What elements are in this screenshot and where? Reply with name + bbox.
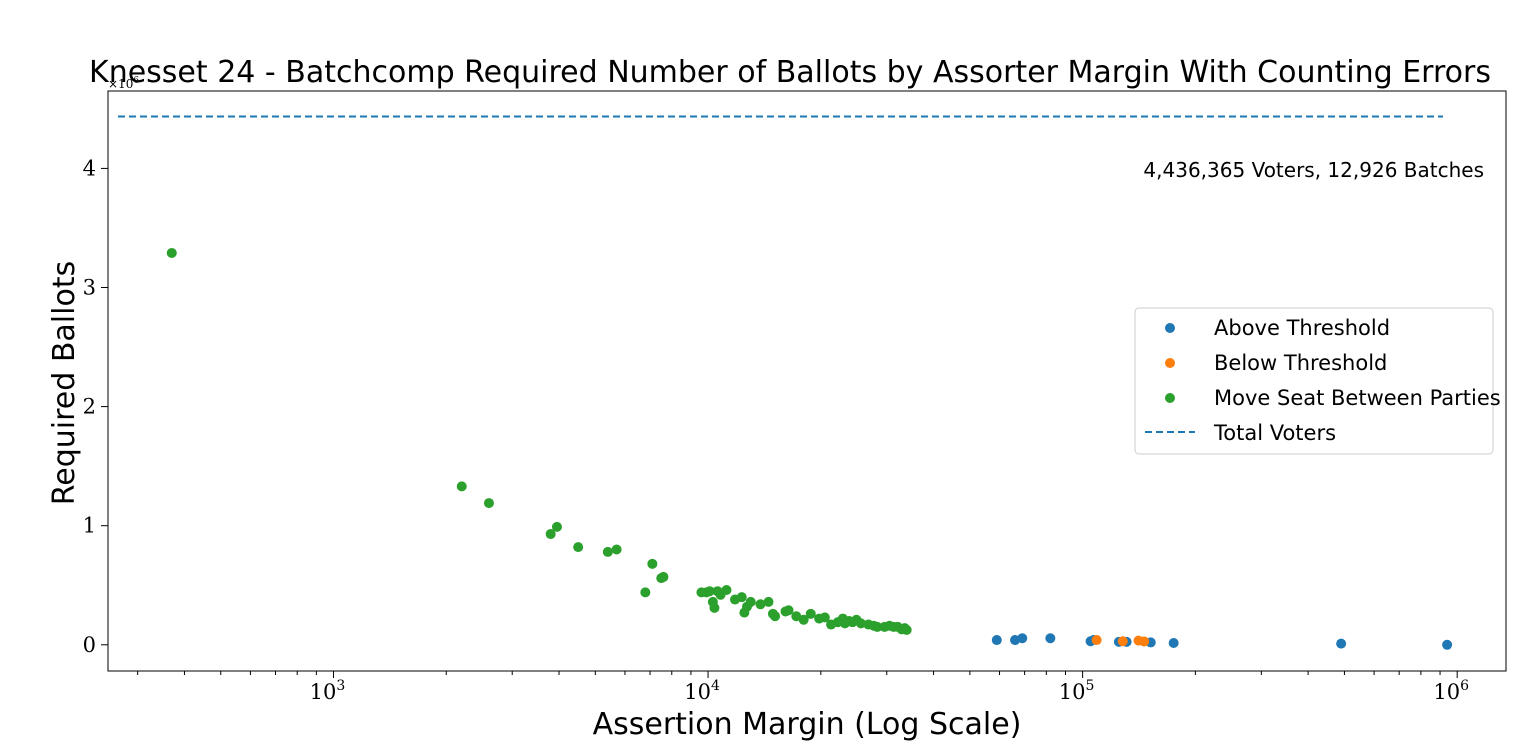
point-move-seat-between-parties bbox=[721, 585, 732, 596]
y-tick-label: 4 bbox=[83, 156, 96, 180]
legend-marker-above-threshold bbox=[1165, 323, 1175, 333]
legend: Above Threshold Below Threshold Move Sea… bbox=[1134, 307, 1501, 455]
point-move-seat-between-parties bbox=[658, 571, 669, 582]
y-axis-ticks: 0 1 2 3 4 bbox=[83, 156, 108, 657]
point-move-seat-between-parties bbox=[805, 608, 816, 619]
y-tick-label: 1 bbox=[83, 514, 96, 538]
point-move-seat-between-parties bbox=[763, 596, 774, 607]
y-tick-label: 2 bbox=[83, 395, 96, 419]
point-move-seat-between-parties bbox=[755, 599, 766, 610]
data-points-group bbox=[166, 247, 1453, 650]
point-move-seat-between-parties bbox=[872, 621, 883, 632]
point-below-threshold bbox=[1117, 636, 1128, 647]
point-above-threshold bbox=[1442, 639, 1453, 650]
chart-title: Knesset 24 - Batchcomp Required Number o… bbox=[89, 55, 1491, 90]
point-move-seat-between-parties bbox=[855, 618, 866, 629]
point-move-seat-between-parties bbox=[551, 521, 562, 532]
x-tick-label: 106 bbox=[1433, 678, 1469, 704]
point-move-seat-between-parties bbox=[709, 602, 720, 613]
point-move-seat-between-parties bbox=[770, 611, 781, 622]
point-below-threshold bbox=[1091, 635, 1102, 646]
point-move-seat-between-parties bbox=[456, 481, 467, 492]
legend-label-total-voters: Total Voters bbox=[1213, 421, 1336, 445]
point-move-seat-between-parties bbox=[783, 605, 794, 616]
legend-label-above-threshold: Above Threshold bbox=[1214, 316, 1390, 340]
point-above-threshold bbox=[1336, 638, 1347, 649]
y-axis-label: Required Ballots bbox=[47, 261, 82, 505]
point-move-seat-between-parties bbox=[602, 546, 613, 557]
legend-marker-move-seat bbox=[1165, 393, 1175, 403]
point-move-seat-between-parties bbox=[573, 542, 584, 553]
point-above-threshold bbox=[1168, 638, 1179, 649]
series-above-threshold bbox=[991, 633, 1453, 650]
y-tick-label: 3 bbox=[83, 276, 96, 300]
y-tick-label: 0 bbox=[83, 633, 96, 657]
legend-marker-below-threshold bbox=[1165, 358, 1175, 368]
point-move-seat-between-parties bbox=[791, 611, 802, 622]
voters-batches-annotation: 4,436,365 Voters, 12,926 Batches bbox=[1143, 158, 1484, 182]
series-below-threshold bbox=[1091, 635, 1150, 647]
plot-frame bbox=[107, 90, 1507, 672]
point-move-seat-between-parties bbox=[704, 586, 715, 597]
series-move-seat-between-parties bbox=[166, 247, 912, 635]
point-move-seat-between-parties bbox=[647, 558, 658, 569]
point-move-seat-between-parties bbox=[736, 592, 747, 603]
point-move-seat-between-parties bbox=[798, 614, 809, 625]
point-above-threshold bbox=[991, 635, 1002, 646]
point-move-seat-between-parties bbox=[745, 596, 756, 607]
legend-label-move-seat: Move Seat Between Parties bbox=[1214, 386, 1501, 410]
x-tick-label: 105 bbox=[1059, 678, 1095, 704]
point-move-seat-between-parties bbox=[611, 544, 622, 555]
x-axis-label: Assertion Margin (Log Scale) bbox=[593, 707, 1022, 742]
point-above-threshold bbox=[1045, 633, 1056, 644]
point-move-seat-between-parties bbox=[483, 498, 494, 509]
point-move-seat-between-parties bbox=[545, 529, 556, 540]
legend-label-below-threshold: Below Threshold bbox=[1214, 351, 1387, 375]
x-tick-label: 104 bbox=[684, 678, 720, 704]
point-move-seat-between-parties bbox=[166, 247, 177, 258]
legend-box bbox=[1134, 307, 1494, 455]
point-move-seat-between-parties bbox=[901, 624, 912, 635]
y-multiplier-label: ×106 bbox=[108, 76, 139, 91]
point-move-seat-between-parties bbox=[640, 587, 651, 598]
point-below-threshold bbox=[1139, 636, 1150, 647]
point-above-threshold bbox=[1017, 633, 1028, 644]
x-tick-label: 103 bbox=[310, 678, 346, 704]
x-axis-ticks: 103 104 105 106 bbox=[137, 671, 1469, 704]
point-move-seat-between-parties bbox=[819, 612, 830, 623]
